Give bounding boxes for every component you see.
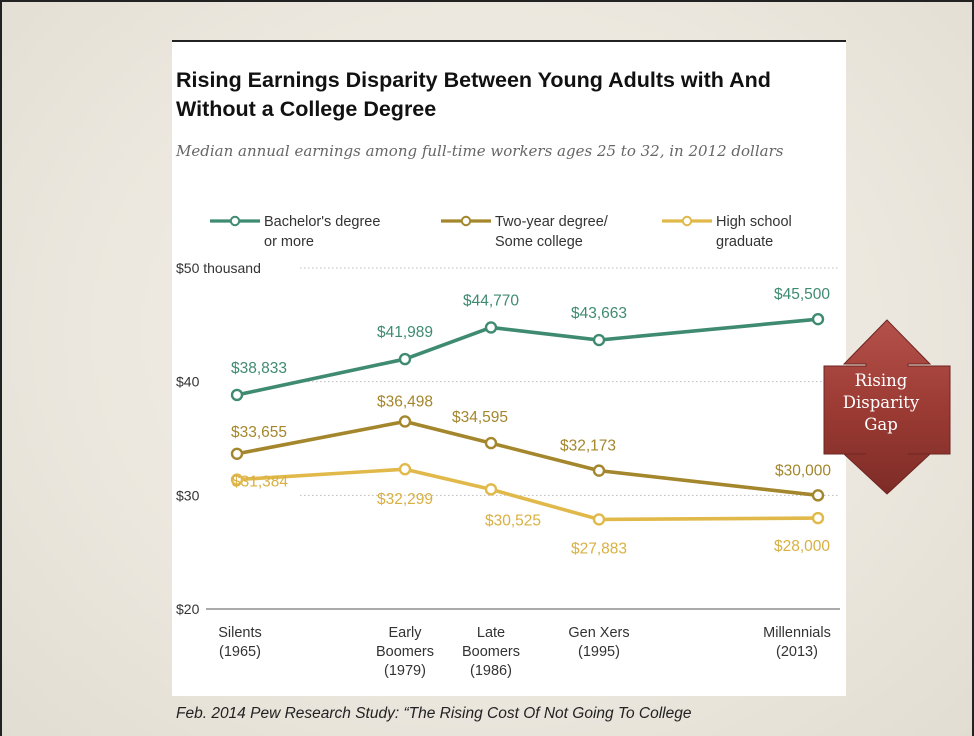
- data-point: [484, 321, 498, 334]
- x-tick-label: Silents: [218, 625, 262, 641]
- data-point: [592, 333, 606, 347]
- data-label: $30,525: [485, 512, 541, 529]
- data-point: [230, 447, 244, 460]
- data-point: [811, 312, 825, 326]
- legend-entry: Two-year degree/: [495, 214, 609, 230]
- legend-marker: [681, 215, 693, 227]
- axis-labels: $20 $30 $40 $50 thousand Silents (1965) Early B…: [176, 260, 831, 679]
- gap-label-line: Disparity: [842, 393, 920, 412]
- legend: Bachelor's degree or more Two-year degree/…: [210, 214, 792, 250]
- x-tick-label: (1979): [384, 663, 426, 679]
- data-point: [592, 464, 606, 477]
- disparity-arrow-icon: [823, 319, 951, 495]
- data-point: [398, 415, 412, 428]
- legend-marker: [229, 215, 241, 227]
- x-tick-label: Gen Xers: [568, 625, 629, 641]
- chart-subtitle: Median annual earnings among full-time w…: [176, 142, 784, 160]
- legend-entry: High school: [716, 214, 792, 230]
- legend-marker: [460, 215, 472, 227]
- series-lines: [230, 312, 825, 526]
- legend-entry: graduate: [716, 234, 773, 250]
- series-line: [235, 317, 820, 397]
- data-point: [398, 352, 412, 366]
- data-label: $45,500: [774, 286, 830, 303]
- x-tick-label: Boomers: [462, 644, 520, 660]
- data-point: [398, 463, 412, 476]
- legend-entry: Some college: [495, 234, 583, 250]
- data-point: [592, 513, 606, 526]
- data-label: $33,655: [231, 424, 287, 441]
- y-tick-label: $30: [176, 487, 200, 503]
- data-label: $36,498: [377, 393, 433, 410]
- data-label: $32,299: [377, 491, 433, 508]
- chart-title: Rising Earnings Disparity Between Young …: [176, 68, 771, 121]
- chart-card: Rising Earnings Disparity Between Young …: [172, 40, 846, 696]
- x-tick-label: Early: [388, 625, 422, 641]
- y-tick-label: $50 thousand: [176, 260, 261, 276]
- data-label: $41,989: [377, 324, 433, 341]
- disparity-gap-label: Rising Disparity Gap: [815, 370, 947, 436]
- data-labels: $38,833 $41,989 $44,770 $43,663 $45,500 $33,6…: [231, 286, 831, 557]
- data-label: $38,833: [231, 360, 287, 377]
- data-label: $28,000: [774, 538, 830, 555]
- data-point: [484, 483, 498, 496]
- x-tick-label: (1965): [219, 644, 261, 660]
- data-point: [230, 473, 244, 486]
- x-tick-label: Late: [477, 625, 505, 641]
- x-tick-label: (2013): [776, 644, 818, 660]
- series-line: [235, 419, 820, 498]
- data-label: $27,883: [571, 540, 627, 557]
- data-point: [230, 388, 244, 402]
- gridlines: [206, 267, 840, 610]
- gap-label-line: Rising: [854, 371, 908, 390]
- x-tick-label: (1995): [578, 644, 620, 660]
- data-label: $43,663: [571, 305, 627, 322]
- y-tick-label: $20: [176, 601, 200, 617]
- gap-label-line: Gap: [864, 415, 898, 434]
- x-tick-label: Boomers: [376, 644, 434, 660]
- data-label: $30,000: [775, 462, 831, 479]
- data-label: $34,595: [452, 409, 508, 426]
- data-point: [811, 489, 825, 502]
- x-tick-label: Millennials: [763, 625, 831, 641]
- data-point: [811, 511, 825, 525]
- data-label: $31,384: [232, 474, 288, 491]
- data-label: $44,770: [463, 292, 519, 309]
- legend-entry: or more: [264, 234, 314, 250]
- data-label: $32,173: [560, 438, 616, 455]
- data-point: [484, 436, 498, 450]
- y-tick-label: $40: [176, 374, 200, 390]
- legend-entry: Bachelor's degree: [264, 214, 380, 230]
- card-top-rule: [172, 40, 846, 42]
- x-tick-label: (1986): [470, 663, 512, 679]
- source-note: Feb. 2014 Pew Research Study: “The Risin…: [176, 705, 692, 722]
